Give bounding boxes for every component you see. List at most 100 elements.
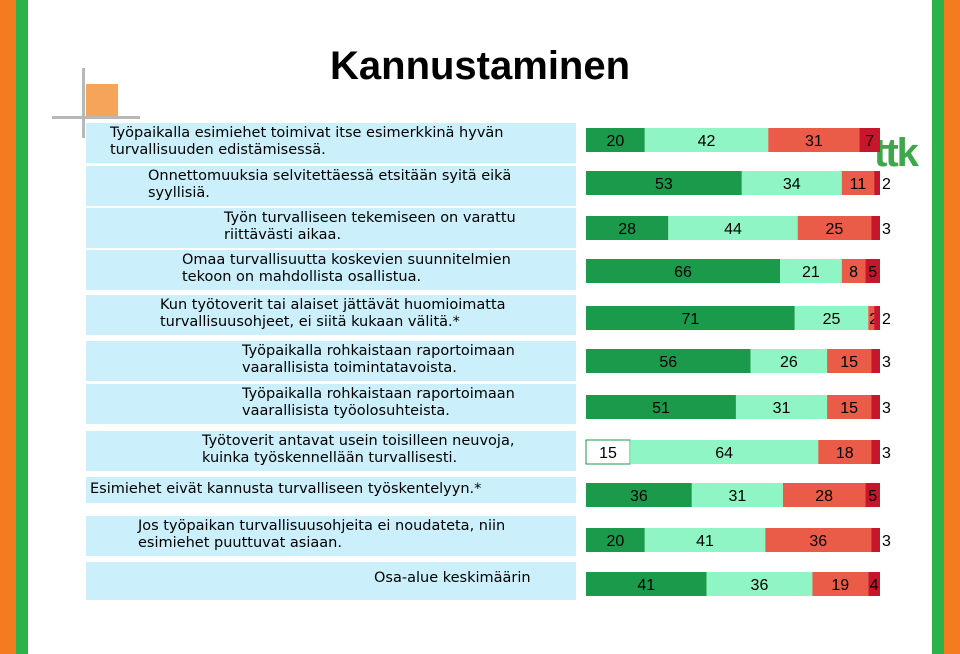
bar-segment [586, 306, 795, 330]
data-label: 18 [836, 445, 854, 462]
data-label: 36 [809, 533, 827, 550]
category-label: Jos työpaikan turvallisuusohjeita ei nou… [86, 516, 576, 556]
data-label: 15 [840, 354, 858, 371]
category-label: Esimiehet eivät kannusta turvalliseen ty… [86, 477, 576, 503]
bar-segment [644, 528, 766, 552]
data-label: 42 [698, 133, 716, 150]
bar-segment [874, 171, 880, 195]
bar-segment [586, 216, 669, 240]
category-label: Työpaikalla rohkaistaan raportoimaan vaa… [86, 384, 576, 424]
data-label: 56 [659, 354, 677, 371]
bar-segment [644, 128, 769, 152]
bar-segment [871, 395, 880, 419]
data-label: 64 [715, 445, 733, 462]
data-label: 2 [869, 311, 878, 328]
bar-segment [586, 483, 692, 507]
bar-segment [871, 528, 880, 552]
data-label: 21 [802, 264, 820, 281]
left-stripe-green [16, 0, 28, 654]
data-label: 15 [599, 445, 617, 462]
bar-segment [630, 440, 819, 464]
data-label: 25 [826, 221, 844, 238]
data-label: 44 [724, 221, 742, 238]
bar-segment [874, 306, 880, 330]
bar-segment [586, 572, 707, 596]
data-label: 2 [882, 311, 891, 328]
bar-segment [586, 171, 742, 195]
category-label: Työn turvalliseen tekemiseen on varattu … [86, 208, 576, 248]
bar-segment [797, 216, 872, 240]
data-label: 41 [696, 533, 714, 550]
category-label: Osa-alue keskimäärin [86, 562, 576, 600]
bar-segment [586, 395, 736, 419]
bar-segment [865, 483, 880, 507]
data-label: 31 [729, 488, 747, 505]
data-label: 20 [607, 133, 625, 150]
right-stripe-orange [944, 0, 960, 654]
decor-cross-horizontal [52, 116, 140, 119]
bar-segment [768, 128, 860, 152]
data-label: 3 [882, 445, 891, 462]
bar-segment [794, 306, 869, 330]
bar-segment [691, 483, 783, 507]
category-label: Työpaikalla rohkaistaan raportoimaan vaa… [86, 341, 576, 381]
category-label: Omaa turvallisuutta koskevien suunnitelm… [86, 250, 576, 290]
svg-text:ttk: ttk [874, 132, 920, 174]
data-label: 71 [681, 311, 699, 328]
bar-segment [668, 216, 798, 240]
bar-segment [871, 440, 880, 464]
bar-segment [735, 395, 828, 419]
data-label: 19 [831, 577, 849, 594]
data-label: 25 [823, 311, 841, 328]
bar-segment [585, 439, 631, 465]
category-label: Työpaikalla esimiehet toimivat itse esim… [86, 123, 576, 163]
data-label: 5 [868, 488, 877, 505]
category-label: Kun työtoverit tai alaiset jättävät huom… [86, 295, 576, 335]
data-label: 36 [630, 488, 648, 505]
bar-segment [780, 259, 842, 283]
data-label: 41 [637, 577, 655, 594]
bar-segment [765, 528, 872, 552]
page-title: Kannustaminen [330, 44, 631, 88]
right-stripe-green [932, 0, 944, 654]
bar-segment [827, 395, 872, 419]
category-label: Onnettomuuksia selvitettäessä etsitään s… [86, 166, 576, 206]
left-stripe-orange [0, 0, 16, 654]
data-label: 66 [674, 264, 692, 281]
data-label: 11 [850, 176, 867, 193]
data-label: 8 [849, 264, 858, 281]
bar-segment [812, 572, 869, 596]
data-label: 53 [655, 176, 673, 193]
bar-segment [750, 349, 828, 373]
bar-segment [827, 349, 872, 373]
bar-segment [586, 259, 781, 283]
data-label: 15 [840, 400, 858, 417]
data-label: 3 [882, 400, 891, 417]
data-label: 31 [805, 133, 823, 150]
data-label: 28 [815, 488, 833, 505]
bar-segment [782, 483, 866, 507]
bar-segment [865, 259, 880, 283]
ttk-logo: ttk [874, 132, 922, 174]
decor-cross-vertical [82, 68, 85, 138]
data-label: 2 [882, 176, 891, 193]
data-label: 28 [618, 221, 636, 238]
category-label: Työtoverit antavat usein toisilleen neuv… [86, 431, 576, 471]
bar-segment [586, 349, 751, 373]
data-label: 4 [870, 577, 879, 594]
data-label: 36 [751, 577, 769, 594]
bar-segment [841, 171, 875, 195]
bar-segment [741, 171, 842, 195]
bar-segment [868, 572, 880, 596]
data-label: 20 [607, 533, 625, 550]
data-label: 34 [783, 176, 801, 193]
bar-segment [706, 572, 813, 596]
data-label: 3 [882, 354, 891, 371]
data-label: 51 [652, 400, 670, 417]
bar-segment [586, 528, 645, 552]
decor-square [86, 84, 118, 116]
data-label: 26 [780, 354, 798, 371]
bar-segment [586, 128, 645, 152]
data-label: 5 [868, 264, 877, 281]
